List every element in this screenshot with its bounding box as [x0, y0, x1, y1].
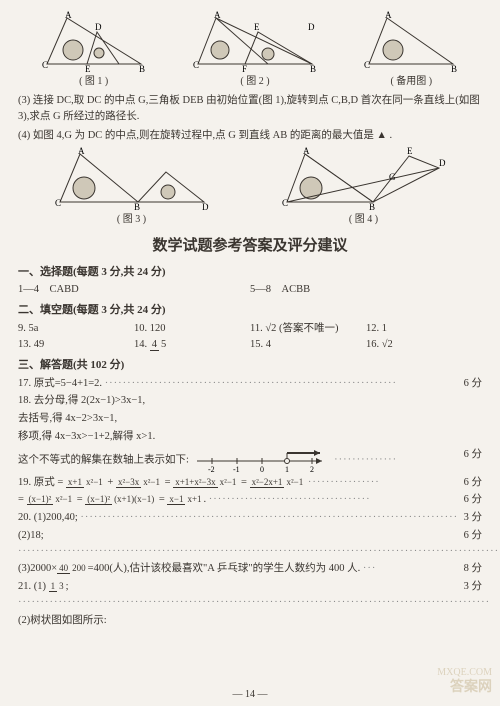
- svg-text:C: C: [193, 60, 199, 70]
- ans-16: 16. √2: [366, 337, 482, 353]
- svg-text:-2: -2: [208, 465, 215, 473]
- sol-21-1: 21. (1) 13; ····························…: [18, 579, 482, 611]
- svg-text:E: E: [407, 146, 413, 156]
- sol-21-2: (2)树状图如图所示:: [18, 613, 482, 629]
- ans-9: 9. 5a: [18, 321, 134, 337]
- sol-19-1: 19. 原式 = x+1x²−1 + x²−3xx²−1 = x+1+x²−3x…: [18, 475, 482, 491]
- ans-13: 13. 49: [18, 337, 134, 353]
- sol-18-4: 这个不等式的解集在数轴上表示如下: -2-1012 ··············…: [18, 447, 482, 473]
- figures-top-row: A D C E B ( 图 1 ) A E D C F B ( 图 2 ) A …: [18, 10, 482, 89]
- page-number: — 14 —: [0, 687, 500, 702]
- question-4: (4) 如图 4,G 为 DC 的中点,则在旋转过程中,点 G 到直线 AB 的…: [18, 128, 482, 144]
- caption-fig1: ( 图 1 ): [39, 74, 149, 89]
- svg-text:E: E: [85, 64, 91, 72]
- ans-11: 11. √2 (答案不唯一): [250, 321, 366, 337]
- figures-mid-row: A C B D ( 图 3 ) A E D G C B ( 图 4 ): [18, 146, 482, 227]
- svg-text:-1: -1: [233, 465, 240, 473]
- figure-spare: A C B ( 备用图 ): [361, 10, 461, 89]
- figure-2: A E D C F B ( 图 2 ): [190, 10, 320, 89]
- svg-text:B: B: [139, 64, 145, 72]
- svg-text:A: A: [385, 10, 392, 20]
- sol-20-3: (3)2000×40200=400(人),估计该校最喜欢"A 乒乓球"的学生人数…: [18, 561, 482, 577]
- svg-text:B: B: [310, 64, 316, 72]
- section-3: 三、解答题(共 102 分): [18, 357, 482, 374]
- svg-text:C: C: [55, 198, 61, 208]
- svg-text:D: D: [308, 22, 315, 32]
- ans-14: 14. 45: [134, 337, 250, 353]
- caption-spare: ( 备用图 ): [361, 74, 461, 89]
- mc-1-4: 1—4 CABD: [18, 282, 250, 298]
- ans-15: 15. 4: [250, 337, 366, 353]
- answer-title: 数学试题参考答案及评分建议: [18, 235, 482, 258]
- question-3: (3) 连接 DC,取 DC 的中点 G,三角板 DEB 由初始位置(图 1),…: [18, 93, 482, 125]
- fill-row2: 13. 49 14. 45 15. 4 16. √2: [18, 337, 482, 353]
- sol-18-3: 移项,得 4x−3x>−1+2,解得 x>1.: [18, 429, 482, 445]
- figure-1: A D C E B ( 图 1 ): [39, 10, 149, 89]
- section-2: 二、填空题(每题 3 分,共 24 分): [18, 302, 482, 319]
- svg-text:E: E: [254, 22, 260, 32]
- sol-19-2: = (x−1)²x²−1 = (x−1)²(x+1)(x−1) = x−1x+1…: [18, 492, 482, 508]
- fill-row1: 9. 5a 10. 120 11. √2 (答案不唯一) 12. 1: [18, 321, 482, 337]
- caption-fig4: ( 图 4 ): [279, 212, 449, 227]
- svg-text:B: B: [134, 202, 140, 210]
- sol-20-2: (2)18; ·································…: [18, 528, 482, 560]
- sol-20-1: 20. (1)200,40; ·························…: [18, 510, 482, 526]
- svg-text:B: B: [451, 64, 457, 72]
- svg-text:D: D: [439, 158, 446, 168]
- caption-fig2: ( 图 2 ): [190, 74, 320, 89]
- svg-text:C: C: [282, 198, 288, 208]
- mc-5-8: 5—8 ACBB: [250, 282, 482, 298]
- svg-text:A: A: [214, 10, 221, 20]
- ans-10: 10. 120: [134, 321, 250, 337]
- sol-18-2: 去括号,得 4x−2>3x−1,: [18, 411, 482, 427]
- figure-4: A E D G C B ( 图 4 ): [279, 146, 449, 227]
- sol-17: 17. 原式=5−4+1=2. ························…: [18, 376, 482, 392]
- svg-text:B: B: [369, 202, 375, 210]
- svg-text:0: 0: [260, 465, 264, 473]
- svg-text:A: A: [78, 146, 85, 156]
- figure-3: A C B D ( 图 3 ): [52, 146, 212, 227]
- sol-18-1: 18. 去分母,得 2(2x−1)>3x−1,: [18, 393, 482, 409]
- section-1: 一、选择题(每题 3 分,共 24 分): [18, 264, 482, 281]
- svg-text:2: 2: [310, 465, 314, 473]
- svg-text:1: 1: [285, 465, 289, 473]
- ans-12: 12. 1: [366, 321, 482, 337]
- svg-text:C: C: [42, 60, 48, 70]
- svg-text:F: F: [242, 64, 247, 72]
- svg-text:A: A: [303, 146, 310, 156]
- svg-text:D: D: [202, 202, 209, 210]
- watermark: 答案网: [450, 677, 492, 698]
- svg-text:G: G: [389, 172, 396, 182]
- caption-fig3: ( 图 3 ): [52, 212, 212, 227]
- number-line: -2 -1 0 1 2: [192, 447, 332, 473]
- mc-answers: 1—4 CABD 5—8 ACBB: [18, 282, 482, 298]
- svg-text:C: C: [364, 60, 370, 70]
- label-A: A: [65, 10, 72, 20]
- svg-text:D: D: [95, 22, 102, 32]
